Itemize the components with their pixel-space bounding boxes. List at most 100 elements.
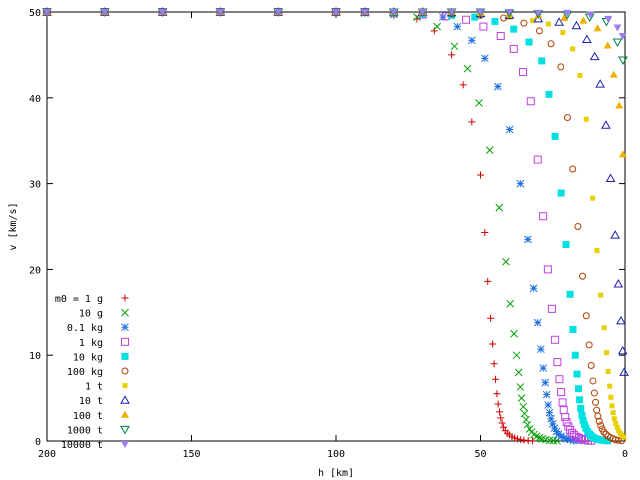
data-point [43, 9, 51, 16]
x-tick-label: 100 [327, 449, 345, 460]
data-point [575, 433, 584, 442]
data-point [100, 9, 109, 16]
legend-label: 0.1 kg [67, 323, 103, 334]
y-tick-label: 10 [29, 351, 41, 362]
legend-label: 10 t [79, 396, 103, 407]
data-point [569, 165, 577, 173]
data-point [545, 408, 554, 417]
data-point [607, 383, 613, 389]
data-point [570, 46, 576, 52]
data-point [523, 420, 532, 429]
data-point [557, 63, 565, 71]
plot-frame [46, 11, 626, 442]
data-point [612, 38, 623, 48]
data-point [512, 351, 521, 360]
data-point [491, 17, 499, 25]
data-point [487, 314, 495, 322]
x-tick-label: 50 [474, 449, 486, 460]
data-point [618, 150, 627, 158]
data-point [538, 57, 546, 65]
y-tick-label: 20 [29, 265, 41, 276]
data-point [569, 325, 577, 333]
data-point [563, 114, 571, 122]
data-point [616, 428, 622, 434]
data-point [601, 120, 611, 129]
data-point [619, 367, 629, 376]
data-point [549, 436, 558, 445]
x-tick-label: 150 [182, 449, 200, 460]
legend-label: 1 kg [79, 338, 103, 349]
data-point [360, 9, 369, 16]
legend-marker [121, 410, 129, 418]
data-point [158, 9, 167, 16]
data-point [529, 437, 537, 445]
legend-label: 100 t [73, 411, 103, 422]
legend-item: 100 t [73, 410, 129, 422]
legend-label: 10 kg [73, 352, 103, 363]
data-point [604, 437, 612, 445]
data-point [463, 64, 472, 73]
data-point [468, 118, 476, 126]
data-point [430, 27, 438, 35]
data-point [614, 436, 622, 444]
legend-marker [122, 383, 128, 389]
legend-item: 10 t [79, 395, 130, 407]
data-point [547, 414, 555, 423]
data-point [439, 13, 447, 22]
data-point [471, 13, 479, 21]
data-point [539, 364, 548, 372]
data-point [467, 36, 476, 45]
data-point [534, 9, 543, 17]
data-point [572, 432, 581, 441]
data-point [489, 340, 497, 348]
x-tick-label: 0 [622, 449, 628, 460]
legend-marker [121, 441, 129, 448]
data-point [577, 72, 583, 78]
data-point [498, 419, 506, 427]
data-point [589, 51, 600, 61]
data-point [610, 410, 616, 416]
legend-marker [121, 337, 129, 346]
data-point [563, 435, 571, 443]
data-point [332, 9, 340, 16]
series-10 [43, 9, 627, 41]
data-point [545, 90, 553, 98]
data-point [389, 9, 398, 16]
data-point [459, 81, 467, 89]
data-point [447, 9, 456, 16]
data-point [216, 9, 225, 16]
data-point [493, 390, 501, 398]
legend-item: 0.1 kg [67, 323, 129, 334]
data-point [496, 32, 505, 41]
legend-marker [121, 308, 129, 317]
data-point [590, 195, 596, 201]
series-8 [43, 8, 627, 158]
data-point [479, 22, 488, 31]
data-point [594, 412, 602, 420]
data-point [613, 278, 624, 288]
data-point [484, 277, 492, 285]
y-tick-label: 50 [29, 8, 41, 19]
data-point [576, 396, 584, 404]
legend-item: 10000 t [61, 440, 129, 451]
data-point [475, 99, 483, 107]
data-point [544, 401, 552, 409]
data-point [611, 416, 617, 422]
data-point [539, 212, 548, 221]
data-point [573, 436, 582, 445]
data-point [590, 389, 598, 397]
data-point [480, 54, 489, 63]
data-point [533, 155, 542, 164]
data-point [562, 418, 571, 427]
legend-item: 1 kg [79, 337, 129, 349]
data-point [509, 44, 518, 53]
data-point [577, 435, 586, 444]
series-1 [43, 8, 561, 445]
data-series [42, 6, 629, 445]
legend-item: 1 t [85, 382, 128, 393]
data-point [547, 304, 556, 313]
data-point [516, 179, 525, 188]
data-point [563, 9, 572, 17]
y-tick-label: 30 [29, 180, 41, 191]
data-point [561, 412, 570, 421]
